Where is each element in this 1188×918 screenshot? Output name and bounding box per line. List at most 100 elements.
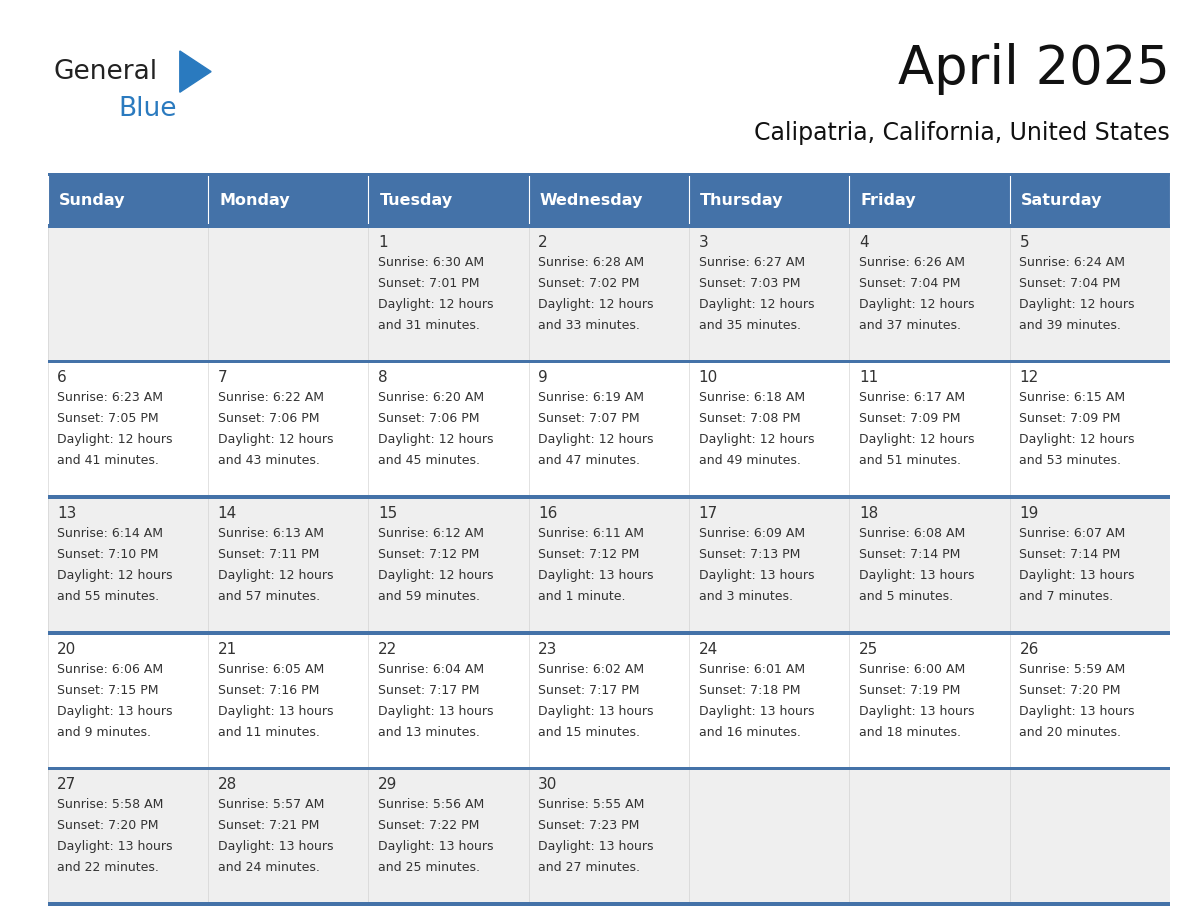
Text: Daylight: 12 hours: Daylight: 12 hours [378,433,493,446]
Text: 8: 8 [378,370,387,386]
Text: Sunset: 7:08 PM: Sunset: 7:08 PM [699,412,801,425]
Text: Daylight: 12 hours: Daylight: 12 hours [538,297,653,310]
Text: and 15 minutes.: and 15 minutes. [538,726,640,739]
Text: Sunrise: 6:02 AM: Sunrise: 6:02 AM [538,663,644,676]
Text: Daylight: 12 hours: Daylight: 12 hours [378,297,493,310]
Text: Sunrise: 6:26 AM: Sunrise: 6:26 AM [859,256,965,269]
Text: Sunrise: 6:24 AM: Sunrise: 6:24 AM [1019,256,1125,269]
Text: Sunrise: 5:55 AM: Sunrise: 5:55 AM [538,799,645,812]
Text: Daylight: 12 hours: Daylight: 12 hours [699,297,814,310]
Text: and 25 minutes.: and 25 minutes. [378,861,480,875]
Text: Sunset: 7:07 PM: Sunset: 7:07 PM [538,412,640,425]
Polygon shape [179,50,211,92]
Text: Daylight: 12 hours: Daylight: 12 hours [57,569,172,582]
Text: Daylight: 13 hours: Daylight: 13 hours [699,569,814,582]
Text: Blue: Blue [119,95,177,122]
Text: Sunrise: 6:15 AM: Sunrise: 6:15 AM [1019,391,1125,404]
Text: Sunset: 7:06 PM: Sunset: 7:06 PM [378,412,480,425]
Text: Sunset: 7:14 PM: Sunset: 7:14 PM [859,548,960,561]
Text: General: General [53,59,158,84]
Text: and 5 minutes.: and 5 minutes. [859,590,953,603]
Text: Daylight: 13 hours: Daylight: 13 hours [538,569,653,582]
Text: Wednesday: Wednesday [539,193,643,207]
Text: Sunset: 7:20 PM: Sunset: 7:20 PM [1019,684,1121,697]
Text: and 9 minutes.: and 9 minutes. [57,726,151,739]
Text: and 51 minutes.: and 51 minutes. [859,454,961,467]
Text: Daylight: 13 hours: Daylight: 13 hours [1019,569,1135,582]
Text: Monday: Monday [219,193,290,207]
Text: Daylight: 13 hours: Daylight: 13 hours [378,841,493,854]
Text: 5: 5 [1019,235,1029,250]
Text: Sunset: 7:14 PM: Sunset: 7:14 PM [1019,548,1120,561]
Text: 15: 15 [378,506,397,521]
Text: Daylight: 12 hours: Daylight: 12 hours [699,433,814,446]
Text: Sunday: Sunday [58,193,125,207]
Text: Sunrise: 6:14 AM: Sunrise: 6:14 AM [57,527,163,540]
Text: Friday: Friday [860,193,916,207]
Text: 6: 6 [57,370,67,386]
Text: and 53 minutes.: and 53 minutes. [1019,454,1121,467]
Text: Sunset: 7:22 PM: Sunset: 7:22 PM [378,820,479,833]
Text: Sunset: 7:10 PM: Sunset: 7:10 PM [57,548,159,561]
Text: and 13 minutes.: and 13 minutes. [378,726,480,739]
Text: Daylight: 13 hours: Daylight: 13 hours [859,705,974,718]
Text: Sunset: 7:17 PM: Sunset: 7:17 PM [378,684,480,697]
Text: Saturday: Saturday [1020,193,1102,207]
Text: Sunset: 7:04 PM: Sunset: 7:04 PM [859,276,961,290]
Text: 26: 26 [1019,642,1038,656]
Text: 29: 29 [378,778,397,792]
Text: Sunrise: 6:08 AM: Sunrise: 6:08 AM [859,527,966,540]
Text: Sunset: 7:12 PM: Sunset: 7:12 PM [378,548,479,561]
Text: Sunrise: 6:09 AM: Sunrise: 6:09 AM [699,527,804,540]
Text: and 27 minutes.: and 27 minutes. [538,861,640,875]
Text: Sunset: 7:03 PM: Sunset: 7:03 PM [699,276,801,290]
Text: Sunset: 7:04 PM: Sunset: 7:04 PM [1019,276,1121,290]
Text: Sunrise: 6:04 AM: Sunrise: 6:04 AM [378,663,484,676]
Text: 7: 7 [217,370,227,386]
Text: April 2025: April 2025 [898,42,1170,95]
Text: Sunrise: 6:30 AM: Sunrise: 6:30 AM [378,256,484,269]
Text: Sunset: 7:15 PM: Sunset: 7:15 PM [57,684,159,697]
Text: Sunrise: 6:13 AM: Sunrise: 6:13 AM [217,527,323,540]
Text: and 57 minutes.: and 57 minutes. [217,590,320,603]
Text: Calipatria, California, United States: Calipatria, California, United States [754,121,1170,145]
Text: Sunrise: 6:07 AM: Sunrise: 6:07 AM [1019,527,1126,540]
Text: Sunset: 7:16 PM: Sunset: 7:16 PM [217,684,318,697]
Text: and 31 minutes.: and 31 minutes. [378,319,480,331]
Text: Daylight: 13 hours: Daylight: 13 hours [378,705,493,718]
Text: and 47 minutes.: and 47 minutes. [538,454,640,467]
Text: and 35 minutes.: and 35 minutes. [699,319,801,331]
Text: Sunrise: 6:18 AM: Sunrise: 6:18 AM [699,391,804,404]
Text: 14: 14 [217,506,236,521]
Text: Sunset: 7:23 PM: Sunset: 7:23 PM [538,820,639,833]
Text: Daylight: 13 hours: Daylight: 13 hours [217,705,333,718]
Text: and 39 minutes.: and 39 minutes. [1019,319,1121,331]
Text: and 1 minute.: and 1 minute. [538,590,626,603]
Text: Daylight: 12 hours: Daylight: 12 hours [378,569,493,582]
Text: Sunrise: 6:01 AM: Sunrise: 6:01 AM [699,663,804,676]
Text: 10: 10 [699,370,718,386]
Text: Sunrise: 6:17 AM: Sunrise: 6:17 AM [859,391,965,404]
Text: Daylight: 12 hours: Daylight: 12 hours [538,433,653,446]
Text: and 7 minutes.: and 7 minutes. [1019,590,1113,603]
Text: Sunrise: 6:28 AM: Sunrise: 6:28 AM [538,256,644,269]
Text: and 33 minutes.: and 33 minutes. [538,319,640,331]
Text: 20: 20 [57,642,76,656]
Text: and 49 minutes.: and 49 minutes. [699,454,801,467]
Text: Sunset: 7:01 PM: Sunset: 7:01 PM [378,276,480,290]
Text: Daylight: 12 hours: Daylight: 12 hours [1019,433,1135,446]
Text: Sunset: 7:17 PM: Sunset: 7:17 PM [538,684,640,697]
Text: Thursday: Thursday [700,193,784,207]
Text: Tuesday: Tuesday [379,193,453,207]
Text: 17: 17 [699,506,718,521]
Text: 22: 22 [378,642,397,656]
Text: 21: 21 [217,642,236,656]
Text: Sunrise: 6:23 AM: Sunrise: 6:23 AM [57,391,163,404]
Text: 2: 2 [538,235,548,250]
Text: and 55 minutes.: and 55 minutes. [57,590,159,603]
Text: and 43 minutes.: and 43 minutes. [217,454,320,467]
Text: 16: 16 [538,506,557,521]
Text: Sunrise: 6:20 AM: Sunrise: 6:20 AM [378,391,484,404]
Text: Daylight: 13 hours: Daylight: 13 hours [538,705,653,718]
Text: Sunrise: 6:06 AM: Sunrise: 6:06 AM [57,663,163,676]
